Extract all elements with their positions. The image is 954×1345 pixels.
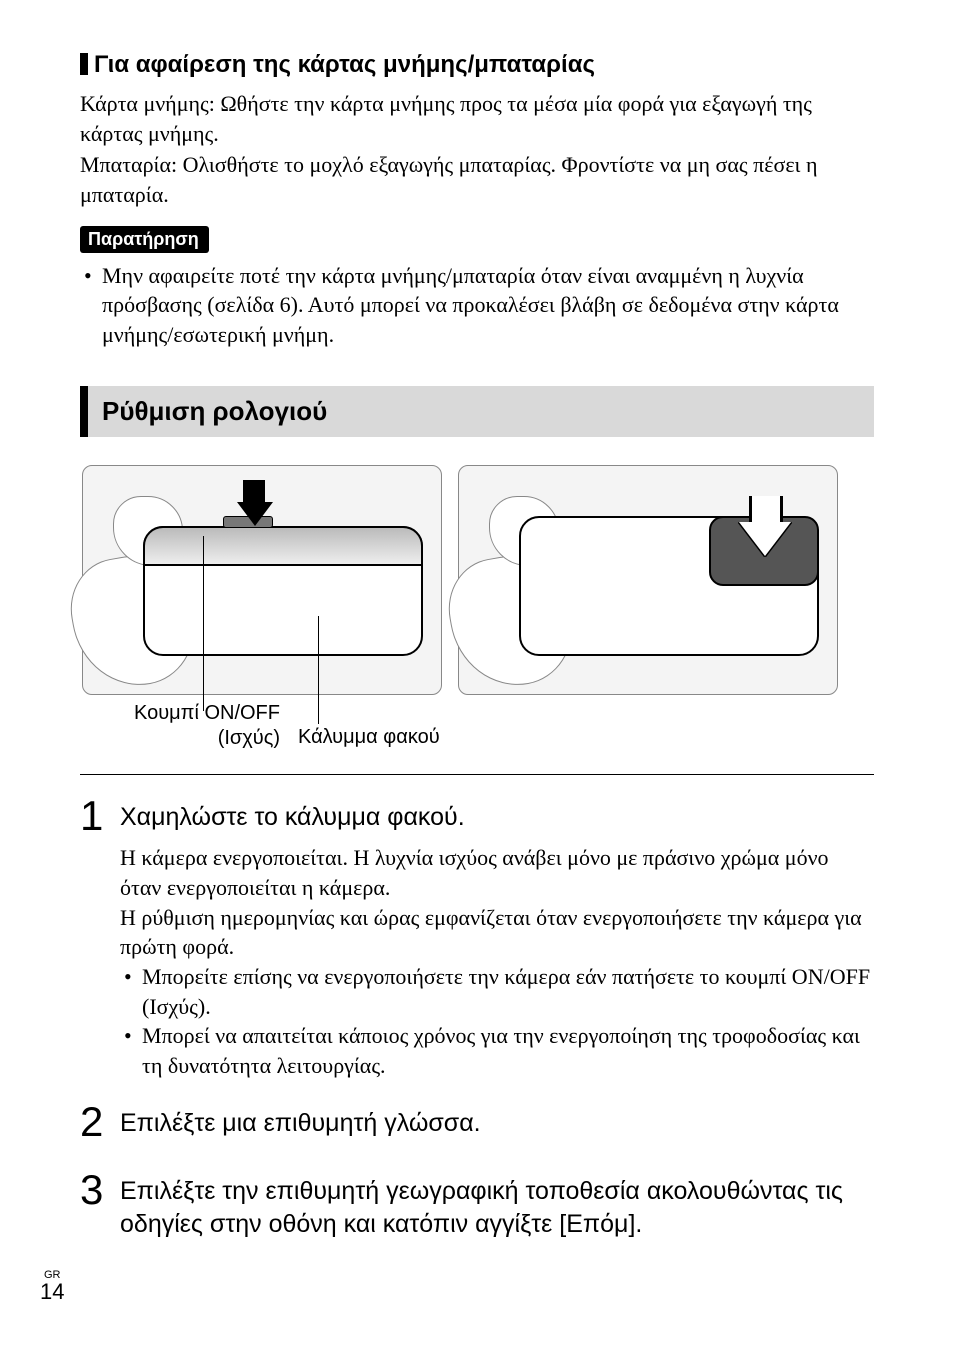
clock-heading-text: Ρύθμιση ρολογιού xyxy=(102,396,327,426)
bullet-dot-icon: • xyxy=(124,962,142,1021)
note-badge-text: Παρατήρηση xyxy=(88,229,199,249)
step-3: 3 Επιλέξτε την επιθυμητή γεωγραφική τοπο… xyxy=(80,1169,874,1250)
removal-heading: Για αφαίρεση της κάρτας μνήμης/μπαταρίας xyxy=(80,50,874,79)
leader-line-icon xyxy=(318,616,319,724)
note-badge: Παρατήρηση xyxy=(80,226,209,253)
step-1-bullet-2-text: Μπορεί να απαιτείται κάποιος χρόνος για … xyxy=(142,1021,874,1080)
removal-heading-text: Για αφαίρεση της κάρτας μνήμης/μπαταρίας xyxy=(94,51,595,78)
step-3-title: Επιλέξτε την επιθυμητή γεωγραφική τοποθε… xyxy=(120,1175,874,1240)
figure-left xyxy=(82,465,442,695)
step-1-bullet-2: • Μπορεί να απαιτείται κάποιος χρόνος γι… xyxy=(120,1021,874,1080)
bullet-dot-icon: • xyxy=(84,261,102,350)
arrow-down-outline-icon xyxy=(739,522,791,556)
step-2: 2 Επιλέξτε μια επιθυμητή γλώσσα. xyxy=(80,1101,874,1150)
note-bullet-text: Μην αφαιρείτε ποτέ την κάρτα μνήμης/μπατ… xyxy=(102,261,874,350)
step-1-para-1: Η κάμερα ενεργοποιείται. Η λυχνία ισχύος… xyxy=(120,843,874,902)
removal-p2: Μπαταρία: Ολισθήστε το μοχλό εξαγωγής μπ… xyxy=(80,150,874,209)
section-marker-icon xyxy=(80,53,88,75)
bullet-dot-icon: • xyxy=(124,1021,142,1080)
step-1-para-2: Η ρύθμιση ημερομηνίας και ώρας εμφανίζετ… xyxy=(120,903,874,962)
arrow-stem-icon xyxy=(243,480,265,504)
label-onoff-line2: (Ισχύς) xyxy=(218,727,280,749)
step-number: 2 xyxy=(80,1101,120,1150)
camera-top-icon xyxy=(143,526,423,566)
note-bullet-row: • Μην αφαιρείτε ποτέ την κάρτα μνήμης/μπ… xyxy=(80,261,874,350)
label-onoff-line1: Κουμπί ON/OFF xyxy=(134,702,280,724)
step-1: 1 Χαμηλώστε το κάλυμμα φακού. Η κάμερα ε… xyxy=(80,795,874,1081)
step-1-bullet-1-text: Μπορείτε επίσης να ενεργοποιήσετε την κά… xyxy=(142,962,874,1021)
step-number: 3 xyxy=(80,1169,120,1250)
step-2-title: Επιλέξτε μια επιθυμητή γλώσσα. xyxy=(120,1107,874,1140)
removal-p1: Κάρτα μνήμης: Ωθήστε την κάρτα μνήμης πρ… xyxy=(80,89,874,148)
step-1-bullet-1: • Μπορείτε επίσης να ενεργοποιήσετε την … xyxy=(120,962,874,1021)
clock-heading-bar: Ρύθμιση ρολογιού xyxy=(80,386,874,437)
footer-page: 14 xyxy=(40,1281,64,1303)
step-number: 1 xyxy=(80,795,120,1081)
page-footer: GR 14 xyxy=(40,1270,64,1303)
step-1-title: Χαμηλώστε το κάλυμμα φακού. xyxy=(120,801,874,834)
label-onoff: Κουμπί ON/OFF (Ισχύς) xyxy=(100,701,280,751)
arrow-down-icon xyxy=(237,502,273,526)
leader-line-icon xyxy=(203,536,204,711)
figure-right xyxy=(458,465,838,695)
label-lenscover: Κάλυμμα φακού xyxy=(298,725,498,750)
clock-figure: Κουμπί ON/OFF (Ισχύς) Κάλυμμα φακού xyxy=(80,465,874,775)
